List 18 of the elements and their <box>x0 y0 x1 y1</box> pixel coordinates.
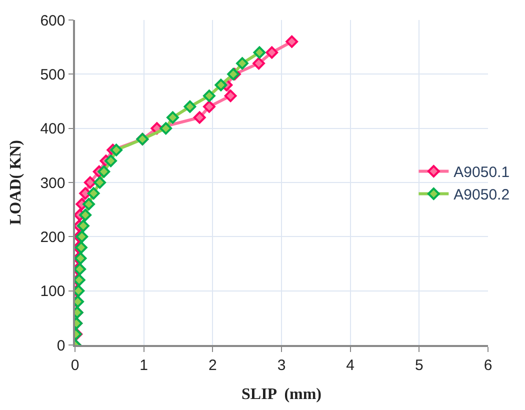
legend-label: A9050.1 <box>454 164 510 182</box>
y-tick-label: 400 <box>40 120 66 138</box>
legend-label: A9050.2 <box>454 186 510 204</box>
y-tick-label: 0 <box>56 337 66 354</box>
x-tick-label: 3 <box>277 356 286 374</box>
x-tick-label: 5 <box>415 356 424 374</box>
y-tick-label: 300 <box>40 174 66 192</box>
y-tick-label: 500 <box>40 66 66 84</box>
y-axis-title: LOAD( KN) <box>8 140 25 225</box>
x-tick-label: 6 <box>484 356 492 374</box>
x-axis-title: SLIP (mm) <box>242 386 322 403</box>
y-tick-label: 100 <box>40 283 66 300</box>
x-tick-label: 2 <box>208 356 217 374</box>
x-tick-label: 4 <box>346 356 354 374</box>
x-tick-label: 1 <box>140 356 148 374</box>
y-tick-label: 200 <box>40 228 66 246</box>
y-tick-label: 600 <box>40 12 66 30</box>
x-tick-label: 0 <box>70 356 80 374</box>
